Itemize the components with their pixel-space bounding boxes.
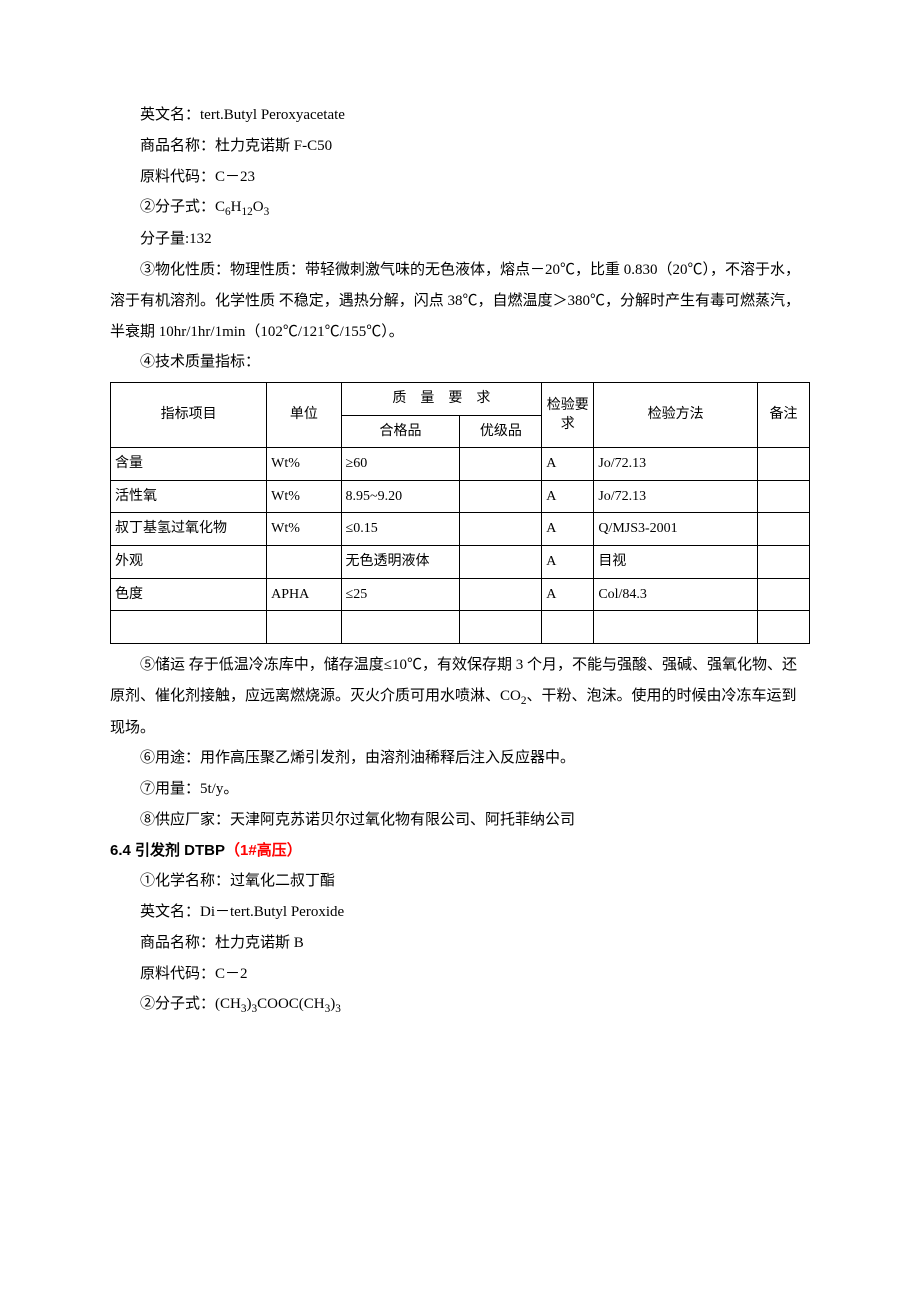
- table-row: 外观 无色透明液体 A目视: [111, 546, 810, 579]
- table-cell: A: [542, 513, 594, 546]
- s64-formula-line: ②分子式：(CH3)3COOC(CH3)3: [110, 989, 810, 1021]
- s64-raw-code: 原料代码：C－2: [110, 959, 810, 990]
- th-unit: 单位: [267, 383, 341, 448]
- table-cell: [594, 611, 758, 644]
- formula-value: C6H12O3: [215, 199, 269, 215]
- raw-code-line: 原料代码：C－23: [110, 162, 810, 193]
- table-cell: 含量: [111, 448, 267, 481]
- tech-spec-heading: ④技术质量指标：: [110, 347, 810, 378]
- table-cell: Jo/72.13: [594, 480, 758, 513]
- th-qualified: 合格品: [341, 415, 460, 448]
- s64-formula-value: (CH3)3COOC(CH3)3: [215, 996, 341, 1012]
- table-header-row-1: 指标项目 单位 质 量 要 求 检验要求 检验方法 备注: [111, 383, 810, 416]
- document-page: 英文名：tert.Butyl Peroxyacetate 商品名称：杜力克诺斯 …: [0, 0, 920, 1302]
- th-test-req: 检验要求: [542, 383, 594, 448]
- table-cell: 色度: [111, 578, 267, 611]
- table-cell: 无色透明液体: [341, 546, 460, 579]
- s64-formula-label: ②分子式：: [140, 996, 215, 1012]
- table-cell: 目视: [594, 546, 758, 579]
- table-cell: [757, 448, 809, 481]
- th-method: 检验方法: [594, 383, 758, 448]
- table-row: 色度APHA≤25 ACol/84.3: [111, 578, 810, 611]
- table-cell: Col/84.3: [594, 578, 758, 611]
- table-cell: [460, 546, 542, 579]
- table-cell: ≤25: [341, 578, 460, 611]
- heading-black: 6.4 引发剂 DTBP: [110, 842, 225, 859]
- table-cell: [460, 480, 542, 513]
- table-cell: [757, 546, 809, 579]
- molecular-weight-line: 分子量:132: [110, 224, 810, 255]
- physicochemical-line: ③物化性质：物理性质：带轻微刺激气味的无色液体，熔点－20℃，比重 0.830（…: [110, 255, 810, 347]
- section-6-4-heading: 6.4 引发剂 DTBP（1#高压）: [110, 836, 810, 867]
- molecular-formula-line: ②分子式：C6H12O3: [110, 192, 810, 224]
- table-cell: [267, 611, 341, 644]
- table-cell: Jo/72.13: [594, 448, 758, 481]
- table-cell: 活性氧: [111, 480, 267, 513]
- th-item: 指标项目: [111, 383, 267, 448]
- spec-table: 指标项目 单位 质 量 要 求 检验要求 检验方法 备注 合格品 优级品 含量W…: [110, 382, 810, 644]
- table-cell: [460, 513, 542, 546]
- table-cell: [460, 611, 542, 644]
- table-cell: [267, 546, 341, 579]
- storage-line: ⑤储运 存于低温冷冻库中，储存温度≤10℃，有效保存期 3 个月，不能与强酸、强…: [110, 650, 810, 744]
- table-row: 含量Wt%≥60 AJo/72.13: [111, 448, 810, 481]
- table-cell: ≥60: [341, 448, 460, 481]
- table-cell: Wt%: [267, 513, 341, 546]
- table-cell: [757, 480, 809, 513]
- table-cell: [757, 611, 809, 644]
- table-cell: Q/MJS3-2001: [594, 513, 758, 546]
- table-cell: Wt%: [267, 480, 341, 513]
- table-cell: [111, 611, 267, 644]
- formula-label: ②分子式：: [140, 199, 215, 215]
- trade-name-line: 商品名称：杜力克诺斯 F-C50: [110, 131, 810, 162]
- dosage-line: ⑦用量：5t/y。: [110, 774, 810, 805]
- table-cell: Wt%: [267, 448, 341, 481]
- table-cell: [542, 611, 594, 644]
- table-cell: ≤0.15: [341, 513, 460, 546]
- table-cell: [757, 578, 809, 611]
- table-cell: [460, 448, 542, 481]
- table-cell: 外观: [111, 546, 267, 579]
- table-row: 叔丁基氢过氧化物Wt%≤0.15 AQ/MJS3-2001: [111, 513, 810, 546]
- table-cell: A: [542, 578, 594, 611]
- usage-line: ⑥用途：用作高压聚乙烯引发剂，由溶剂油稀释后注入反应器中。: [110, 743, 810, 774]
- th-remark: 备注: [757, 383, 809, 448]
- table-cell: [460, 578, 542, 611]
- s64-chem-name: ①化学名称：过氧化二叔丁酯: [110, 866, 810, 897]
- english-name-line: 英文名：tert.Butyl Peroxyacetate: [110, 100, 810, 131]
- th-quality: 质 量 要 求: [341, 383, 542, 416]
- table-cell: 8.95~9.20: [341, 480, 460, 513]
- table-body: 含量Wt%≥60 AJo/72.13 活性氧Wt%8.95~9.20 AJo/7…: [111, 448, 810, 644]
- table-cell: 叔丁基氢过氧化物: [111, 513, 267, 546]
- th-premium: 优级品: [460, 415, 542, 448]
- supplier-line: ⑧供应厂家：天津阿克苏诺贝尔过氧化物有限公司、阿托菲纳公司: [110, 805, 810, 836]
- heading-red: （1#高压）: [225, 842, 302, 859]
- table-cell: APHA: [267, 578, 341, 611]
- table-cell: [757, 513, 809, 546]
- table-cell: A: [542, 480, 594, 513]
- table-row: 活性氧Wt%8.95~9.20 AJo/72.13: [111, 480, 810, 513]
- table-cell: A: [542, 546, 594, 579]
- table-cell: [341, 611, 460, 644]
- s64-trade-name: 商品名称：杜力克诺斯 B: [110, 928, 810, 959]
- table-cell: A: [542, 448, 594, 481]
- s64-english-name: 英文名：Di－tert.Butyl Peroxide: [110, 897, 810, 928]
- table-row: [111, 611, 810, 644]
